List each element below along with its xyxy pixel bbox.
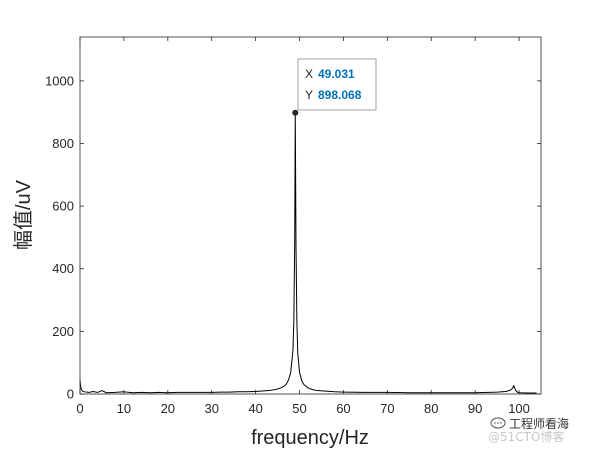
y-tick-label-1000: 1000 bbox=[45, 73, 74, 88]
x-tick-label-20: 20 bbox=[161, 401, 175, 416]
y-tick-label-600: 600 bbox=[52, 199, 74, 214]
datatip-x-key: X bbox=[305, 67, 313, 81]
axes-layer bbox=[79, 36, 542, 395]
x-tick-label-70: 70 bbox=[380, 401, 394, 416]
y-tick-label-0: 0 bbox=[67, 387, 74, 402]
y-tick-label-400: 400 bbox=[52, 261, 74, 276]
datatip-x-value: 49.031 bbox=[318, 67, 355, 81]
y-tick-label-200: 200 bbox=[52, 324, 74, 339]
x-tick-label-80: 80 bbox=[424, 401, 438, 416]
x-tick-label-40: 40 bbox=[248, 401, 262, 416]
x-tick-label-0: 0 bbox=[76, 401, 83, 416]
x-tick-label-50: 50 bbox=[292, 401, 306, 416]
watermark-author: 工程师看海 bbox=[509, 416, 569, 431]
datatip-y-key: Y bbox=[305, 88, 313, 102]
y-axis-label: 幅值/uV bbox=[12, 179, 35, 250]
x-tick-label-30: 30 bbox=[204, 401, 218, 416]
series-layer bbox=[79, 112, 537, 394]
x-tick-label-60: 60 bbox=[336, 401, 350, 416]
axes-box bbox=[79, 36, 542, 395]
watermark-site: @51CTO博客 bbox=[488, 429, 564, 444]
datatip-marker[interactable] bbox=[292, 109, 299, 116]
watermark: 工程师看海 @51CTO博客 bbox=[488, 416, 569, 444]
x-tick-label-90: 90 bbox=[468, 401, 482, 416]
y-tick-label-800: 800 bbox=[52, 136, 74, 151]
datatip[interactable]: X 49.031 Y 898.068 bbox=[292, 58, 377, 116]
spectrum-line-0 bbox=[79, 112, 537, 394]
datatip-y-value: 898.068 bbox=[318, 88, 362, 102]
chat-bubble-icon bbox=[490, 417, 506, 429]
x-tick-label-10: 10 bbox=[117, 401, 131, 416]
x-tick-label-100: 100 bbox=[508, 401, 530, 416]
x-axis-label: frequency/Hz bbox=[251, 427, 369, 449]
datatip-box bbox=[297, 58, 377, 111]
